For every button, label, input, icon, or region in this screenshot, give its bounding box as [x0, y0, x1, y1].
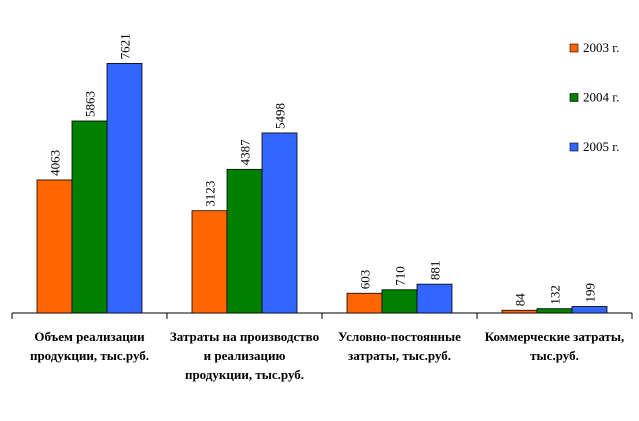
- value-label: 84: [513, 293, 528, 307]
- bar: [536, 308, 573, 314]
- bar: [226, 168, 263, 314]
- value-label: 4063: [48, 150, 63, 176]
- legend-swatch: [569, 142, 579, 152]
- x-tick-label: Коммерческие затраты, тыс.руб.: [484, 329, 625, 363]
- bar: [106, 63, 143, 314]
- value-label: 7621: [118, 33, 133, 59]
- value-label: 710: [393, 266, 408, 286]
- value-label: 132: [548, 285, 563, 305]
- legend-swatch: [569, 43, 579, 53]
- value-label: 603: [358, 270, 373, 290]
- value-label: 881: [428, 261, 443, 281]
- x-tick-label: Объем реализации продукции, тыс.руб.: [29, 329, 150, 363]
- value-label: 3123: [203, 181, 218, 207]
- legend-label: 2003 г.: [583, 40, 619, 55]
- value-label: 4387: [238, 139, 253, 166]
- bar: [71, 120, 108, 314]
- bar: [346, 292, 383, 314]
- legend-swatch: [569, 93, 579, 102]
- legend-label: 2005 г.: [583, 139, 619, 154]
- bar: [191, 210, 228, 314]
- bar: [501, 309, 538, 314]
- x-tick-label: Затраты на производство и реализацию про…: [169, 329, 320, 382]
- bar: [571, 306, 608, 314]
- bar: [416, 283, 453, 314]
- value-label: 199: [583, 283, 598, 303]
- value-label: 5863: [83, 91, 98, 117]
- bar: [261, 132, 298, 314]
- legend-label: 2004 г.: [583, 90, 619, 105]
- bar: [381, 289, 418, 314]
- bar: [36, 179, 73, 314]
- x-tick-label: Условно-постоянные затраты, тыс.руб.: [338, 329, 461, 363]
- value-label: 5498: [273, 103, 288, 129]
